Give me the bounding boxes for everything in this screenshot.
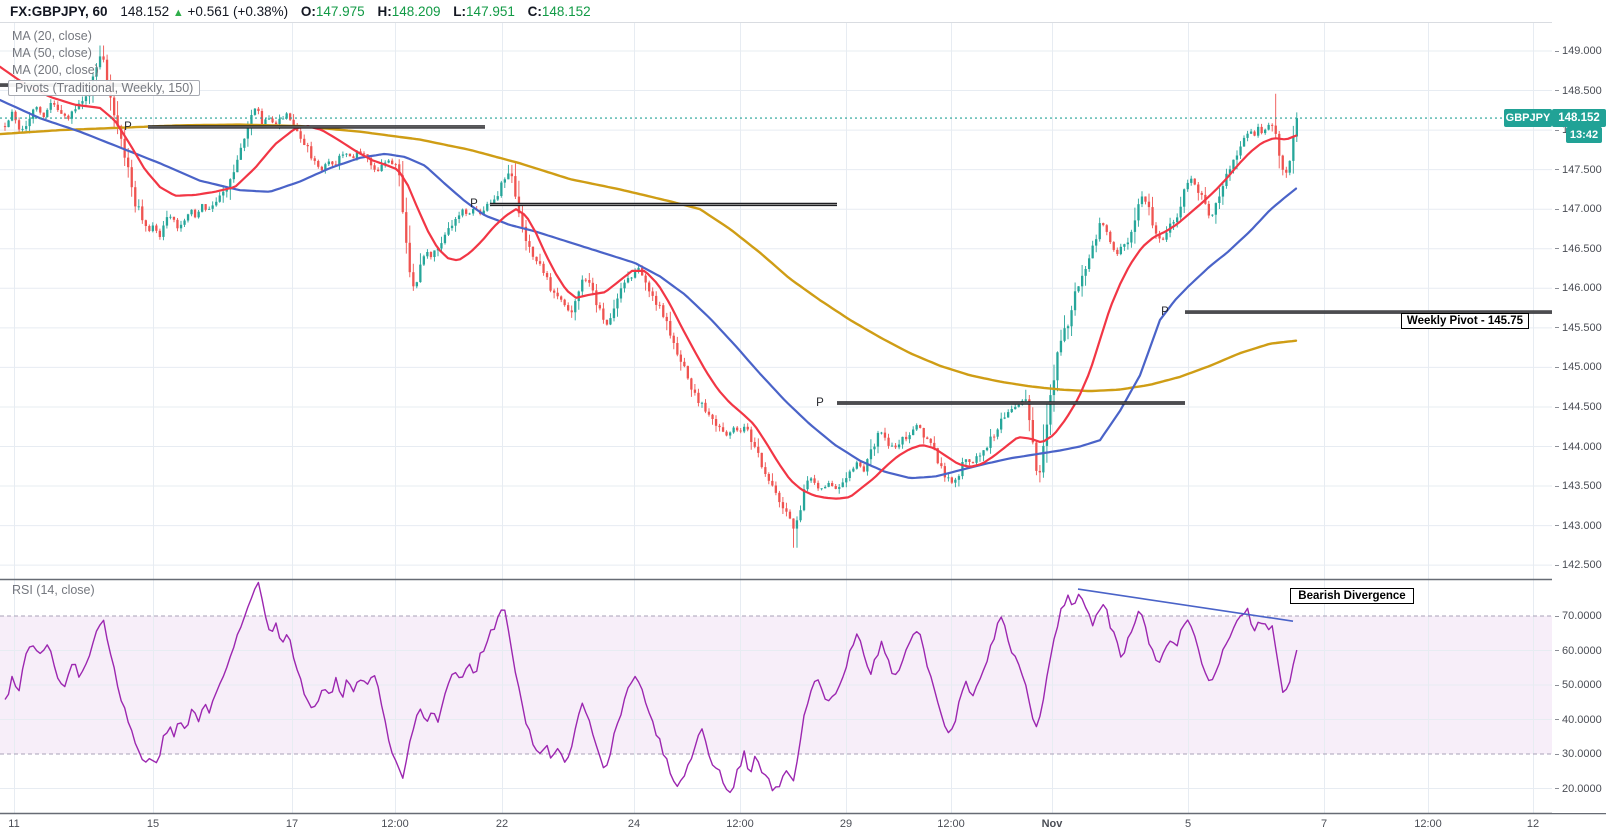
time-label: 12 [1526,818,1540,830]
time-label: 12:00 [726,818,754,830]
price-change: +0.561 (+0.38%) [187,4,289,19]
symbol-title[interactable]: FX:GBPJPY, 60 [10,4,108,19]
legend-pivots[interactable]: Pivots (Traditional, Weekly, 150) [8,80,201,96]
price-tick-label: 146.000 [1555,282,1602,294]
rsi-tick-label: 70.0000 [1555,610,1602,622]
pivot-p-label: P [124,120,132,133]
price-tick-label: 144.500 [1555,401,1602,413]
price-tick-label: 146.500 [1555,243,1602,255]
low-label: L: [453,4,467,19]
legend-rsi[interactable]: RSI (14, close) [12,583,95,597]
high-value: 148.209 [391,4,441,19]
pivot-p-label: P [1161,306,1169,319]
bar-countdown-timer: 13:42 [1566,127,1602,143]
pivot-p-label: P [470,198,478,211]
time-label: 12:00 [1414,818,1442,830]
high-label: H: [377,4,392,19]
rsi-tick-label: 40.0000 [1555,714,1602,726]
time-label: 5 [1184,818,1192,830]
time-label: 7 [1320,818,1328,830]
price-tick-label: 143.500 [1555,480,1602,492]
time-label: 24 [627,818,641,830]
pivot-p-label: P [816,396,824,409]
time-label: 17 [285,818,299,830]
price-tick-label: 149.000 [1555,45,1602,57]
weekly-pivot-callout[interactable]: Weekly Pivot - 145.75 [1401,313,1529,329]
open-value: 147.975 [315,4,365,19]
last-price: 148.152 [120,4,170,19]
price-tick-label: 144.000 [1555,441,1602,453]
symbol-info-bar[interactable]: FX:GBPJPY, 60 148.152 ▲ +0.561 (+0.38%) … [10,2,591,22]
time-label: 12:00 [381,818,409,830]
price-tick-label: 148.500 [1555,85,1602,97]
open-label: O: [300,4,316,19]
time-label: 11 [8,818,20,830]
rsi-tick-label: 50.0000 [1555,679,1602,691]
close-label: C: [527,4,542,19]
price-tick-label: 147.000 [1555,203,1602,215]
time-label: Nov [1041,818,1063,830]
legend-ma200[interactable]: MA (200, close) [12,63,99,77]
rsi-tick-label: 60.0000 [1555,645,1602,657]
price-tick-label: 143.000 [1555,520,1602,532]
rsi-tick-label: 20.0000 [1555,783,1602,795]
rsi-tick-label: 30.0000 [1555,748,1602,760]
up-arrow-icon: ▲ [172,7,184,19]
low-value: 147.951 [466,4,515,19]
price-axis[interactable] [1552,22,1606,813]
close-value: 148.152 [541,4,591,19]
legend-ma50[interactable]: MA (50, close) [12,46,92,60]
time-label: 29 [839,818,853,830]
price-tick-label: 147.500 [1555,164,1602,176]
price-tick-label: 145.500 [1555,322,1602,334]
time-label: 22 [495,818,509,830]
time-label: 12:00 [937,818,965,830]
current-price-tag: 148.152 [1552,109,1606,127]
bearish-divergence-callout[interactable]: Bearish Divergence [1290,588,1414,604]
time-label: 15 [146,818,160,830]
price-tick-label: 145.000 [1555,361,1602,373]
legend-ma20[interactable]: MA (20, close) [12,29,92,43]
price-tick-label: 142.500 [1555,559,1602,571]
symbol-price-tag: GBPJPY [1504,109,1552,127]
